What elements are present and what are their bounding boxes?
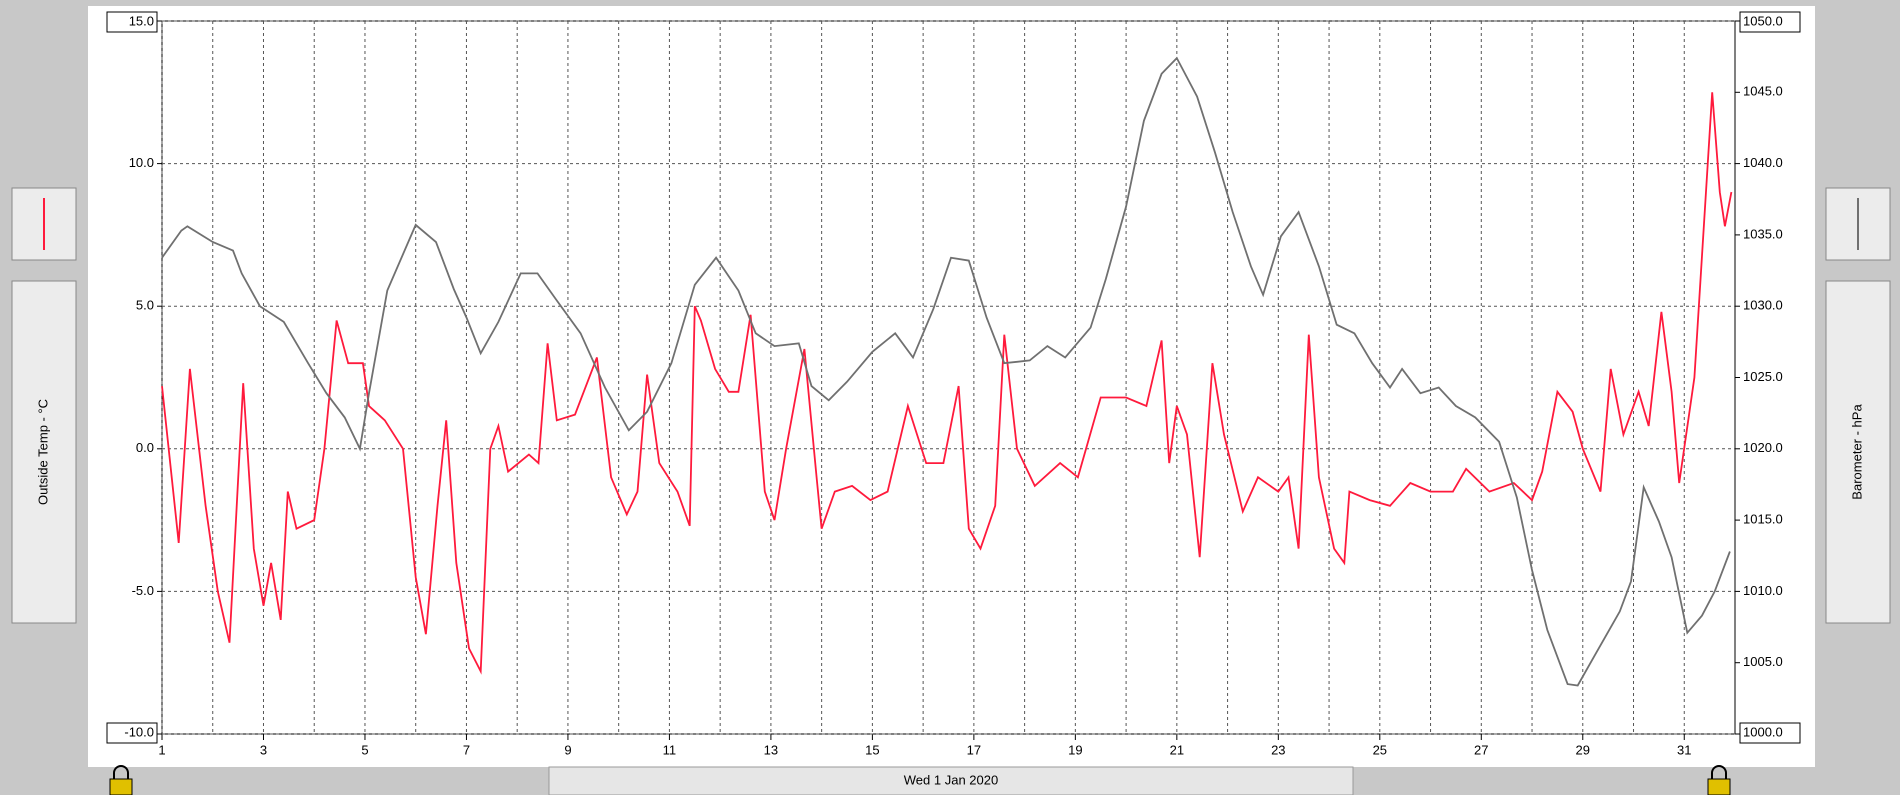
date-label: Wed 1 Jan 2020 xyxy=(904,772,998,787)
y2-tick-label: 1025.0 xyxy=(1743,369,1783,384)
y2-tick-label: 1040.0 xyxy=(1743,155,1783,170)
x-tick-label: 9 xyxy=(564,742,571,757)
date-bar[interactable] xyxy=(548,766,1354,795)
y-tick-label: 15.0 xyxy=(129,13,154,28)
y2-tick-label: 1020.0 xyxy=(1743,440,1783,455)
y2-axis-title: Barometer - hPa xyxy=(1849,404,1864,500)
y2-tick-label: 1010.0 xyxy=(1743,583,1783,598)
y2-tick-box xyxy=(1739,722,1801,744)
x-tick-label: 21 xyxy=(1170,742,1184,757)
lock-icon-right[interactable] xyxy=(1707,765,1731,795)
x-tick-label: 29 xyxy=(1576,742,1590,757)
y-tick-box xyxy=(106,11,158,33)
y2-tick-label: 1050.0 xyxy=(1743,13,1783,28)
y2-tick-label: 1030.0 xyxy=(1743,298,1783,313)
y2-tick-label: 1000.0 xyxy=(1743,724,1783,739)
x-tick-label: 3 xyxy=(260,742,267,757)
x-tick-label: 17 xyxy=(967,742,981,757)
y-tick-label: 10.0 xyxy=(129,155,154,170)
right-axis-button[interactable] xyxy=(1825,280,1891,624)
x-tick-label: 5 xyxy=(361,742,368,757)
x-tick-label: 31 xyxy=(1677,742,1691,757)
y-tick-label: 0.0 xyxy=(136,440,154,455)
chart-panel xyxy=(88,6,1815,767)
y2-tick-label: 1045.0 xyxy=(1743,84,1783,99)
x-tick-label: 15 xyxy=(865,742,879,757)
x-tick-label: 13 xyxy=(764,742,778,757)
y-axis-title: Outside Temp - °C xyxy=(35,399,50,505)
y-tick-label: 5.0 xyxy=(136,298,154,313)
y2-tick-label: 1005.0 xyxy=(1743,654,1783,669)
x-tick-label: 11 xyxy=(663,742,677,757)
y-tick-label: -5.0 xyxy=(132,583,154,598)
y2-tick-label: 1035.0 xyxy=(1743,226,1783,241)
x-tick-label: 27 xyxy=(1474,742,1488,757)
y2-tick-box xyxy=(1739,11,1801,33)
series-line xyxy=(161,56,1731,687)
lock-icon-left[interactable] xyxy=(109,765,133,795)
x-tick-label: 25 xyxy=(1373,742,1387,757)
series-line xyxy=(161,92,1733,675)
x-tick-label: 1 xyxy=(158,742,165,757)
left-axis-button[interactable] xyxy=(11,280,77,624)
x-tick-label: 23 xyxy=(1271,742,1285,757)
y-tick-label: -10.0 xyxy=(124,724,154,739)
y2-tick-label: 1015.0 xyxy=(1743,512,1783,527)
x-tick-label: 19 xyxy=(1068,742,1082,757)
x-tick-label: 7 xyxy=(463,742,470,757)
y-tick-box xyxy=(106,722,158,744)
